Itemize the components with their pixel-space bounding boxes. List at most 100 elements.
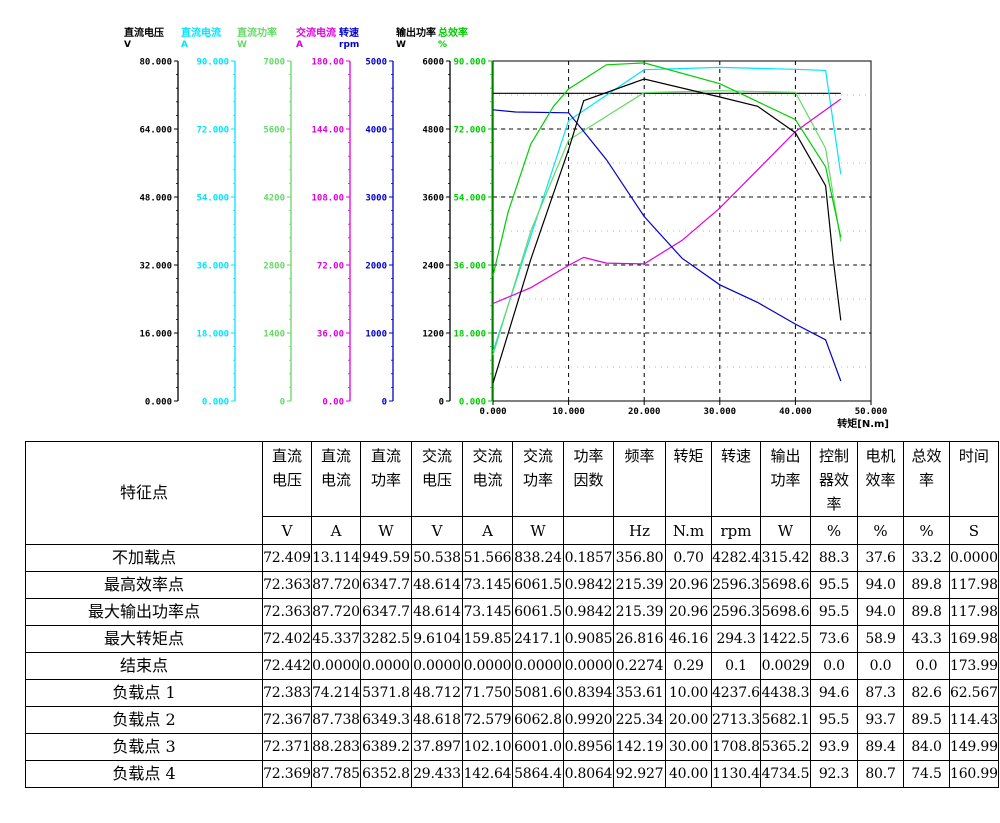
table-cell: 72.442 bbox=[262, 652, 312, 680]
axis-title-outw: 输出功率 bbox=[396, 26, 436, 39]
column-header-text: 转矩 bbox=[673, 447, 704, 465]
table-cell: 0.1 bbox=[711, 652, 761, 680]
axis-unit-outw: W bbox=[396, 40, 406, 50]
table-cell: 37.6 bbox=[857, 544, 904, 572]
table-cell: 215.39 bbox=[613, 571, 666, 599]
table-cell: 5698.6 bbox=[760, 571, 811, 599]
row-label: 最大转矩点 bbox=[25, 625, 263, 653]
row-label: 负载点 3 bbox=[25, 733, 263, 761]
axis-tick-label-rpm: 0 bbox=[382, 398, 387, 408]
table-cell: 87.738 bbox=[311, 706, 361, 734]
series-line-rpm bbox=[492, 109, 842, 382]
axis-unit-dca: A bbox=[181, 40, 188, 50]
table-cell: 95.5 bbox=[810, 706, 858, 734]
column-header: 交流功率 bbox=[512, 441, 564, 517]
table-cell: 48.614 bbox=[411, 598, 463, 626]
table-cell: 117.98 bbox=[949, 571, 999, 599]
column-header: 总效率 bbox=[903, 441, 950, 517]
x-axis-tick-label: 0.000 bbox=[479, 407, 506, 417]
table-cell: 6062.8 bbox=[512, 706, 564, 734]
table-cell: 0.0000 bbox=[949, 544, 999, 572]
table-cell: 6061.5 bbox=[512, 571, 564, 599]
table-cell: 3282.5 bbox=[360, 625, 412, 653]
column-header-text: 交流电压 bbox=[421, 447, 452, 489]
table-row: 负载点 2 72.367 87.738 6349.3 48.618 72.579 6062.… bbox=[25, 706, 999, 734]
table-cell: 71.750 bbox=[462, 679, 513, 707]
axis-tick-label-dcv: 64.000 bbox=[139, 126, 172, 136]
column-header: 电机效率 bbox=[857, 441, 904, 517]
table-cell: 169.98 bbox=[949, 625, 999, 653]
axis-title-rpm: 转速 bbox=[339, 26, 359, 39]
axis-tick-label-dcv: 0.000 bbox=[145, 398, 172, 408]
axis-unit-eff: % bbox=[438, 40, 447, 50]
table-cell: 94.0 bbox=[857, 571, 904, 599]
column-header-text: 直流电压 bbox=[271, 447, 302, 489]
column-header: 转速 bbox=[711, 441, 761, 517]
axis-tick-label-rpm: 3000 bbox=[365, 194, 387, 204]
table-header-row: 特征点 直流电压 直流电流 直流功率 交流电压 交流电流 交流功率 功率因数 频率 转矩 转速 输出功… bbox=[25, 441, 999, 545]
table-cell: 72.367 bbox=[262, 706, 312, 734]
table-cell: 6389.2 bbox=[360, 733, 412, 761]
axis-tick-label-dcw: 5600 bbox=[263, 126, 285, 136]
axis-tick-label-eff: 18.000 bbox=[453, 330, 486, 340]
table-cell: 0.9920 bbox=[563, 706, 614, 734]
column-header: 时间 bbox=[949, 441, 999, 517]
axis-tick-label-eff: 36.000 bbox=[453, 262, 486, 272]
axis-tick-label-dcv: 48.000 bbox=[139, 194, 172, 204]
table-cell: 73.145 bbox=[462, 571, 513, 599]
table-cell: 94.0 bbox=[857, 598, 904, 626]
column-header-text: 交流功率 bbox=[522, 447, 553, 489]
table-cell: 20.96 bbox=[665, 598, 712, 626]
table-row: 不加载点 72.409 13.114 949.59 50.538 51.566 838.24… bbox=[25, 544, 999, 572]
table-cell: 62.567 bbox=[949, 679, 999, 707]
table-row: 负载点 4 72.369 87.785 6352.8 29.433 142.64 5864.… bbox=[25, 760, 999, 788]
axis-tick-label-dcw: 0 bbox=[280, 398, 285, 408]
table-cell: 72.402 bbox=[262, 625, 312, 653]
table-cell: 0.9842 bbox=[563, 571, 614, 599]
x-axis-tick-label: 40.000 bbox=[779, 407, 812, 417]
axis-tick-label-dcw: 1400 bbox=[263, 330, 285, 340]
table-cell: 40.00 bbox=[665, 760, 712, 788]
characteristic-points-table: 特征点 直流电压 直流电流 直流功率 交流电压 交流电流 交流功率 功率因数 频率 转矩 转速 输出功… bbox=[25, 441, 999, 788]
motor-performance-chart: 直流电压 V 0.000 16.000 32.000 48.000 64.000 80.000… bbox=[124, 26, 889, 430]
table-cell: 6347.7 bbox=[360, 598, 412, 626]
table-cell: 73.145 bbox=[462, 598, 513, 626]
table-cell: 58.9 bbox=[857, 625, 904, 653]
table-cell: 353.61 bbox=[613, 679, 666, 707]
table-cell: 0.70 bbox=[665, 544, 712, 572]
table-cell: 0.0 bbox=[857, 652, 904, 680]
row-label: 不加载点 bbox=[25, 544, 263, 572]
table-cell: 0.0029 bbox=[760, 652, 811, 680]
table-cell: 159.85 bbox=[462, 625, 513, 653]
table-cell: 0.0 bbox=[810, 652, 858, 680]
axis-tick-label-aca: 144.00 bbox=[311, 126, 344, 136]
table-cell: 95.5 bbox=[810, 598, 858, 626]
table-cell: 45.337 bbox=[311, 625, 361, 653]
table-cell: 51.566 bbox=[462, 544, 513, 572]
axis-tick-label-dcv: 80.000 bbox=[139, 58, 172, 68]
axis-tick-label-outw: 4800 bbox=[422, 126, 444, 136]
table-cell: 72.363 bbox=[262, 598, 312, 626]
table-cell: 93.9 bbox=[810, 733, 858, 761]
table-cell: 10.00 bbox=[665, 679, 712, 707]
column-unit: V bbox=[411, 516, 463, 545]
axis-tick-label-outw: 1200 bbox=[422, 330, 444, 340]
table-cell: 1422.5 bbox=[760, 625, 811, 653]
column-header: 直流电压 bbox=[262, 441, 312, 517]
table-row: 最大输出功率点 72.363 87.720 6347.7 48.614 73.145 606… bbox=[25, 598, 999, 626]
column-unit: W bbox=[360, 516, 412, 545]
table-cell: 50.538 bbox=[411, 544, 463, 572]
column-header-text: 控制器效率 bbox=[818, 447, 849, 513]
table-cell: 0.9842 bbox=[563, 598, 614, 626]
column-header-text: 直流功率 bbox=[370, 447, 401, 489]
column-header: 控制器效率 bbox=[810, 441, 858, 517]
axis-tick-label-rpm: 1000 bbox=[365, 330, 387, 340]
column-unit bbox=[563, 516, 614, 545]
table-cell: 5698.6 bbox=[760, 598, 811, 626]
table-cell: 215.39 bbox=[613, 598, 666, 626]
x-axis-tick-label: 30.000 bbox=[704, 407, 737, 417]
table-cell: 0.8956 bbox=[563, 733, 614, 761]
column-header: 直流电流 bbox=[311, 441, 361, 517]
column-header: 直流功率 bbox=[360, 441, 412, 517]
table-cell: 2417.1 bbox=[512, 625, 564, 653]
